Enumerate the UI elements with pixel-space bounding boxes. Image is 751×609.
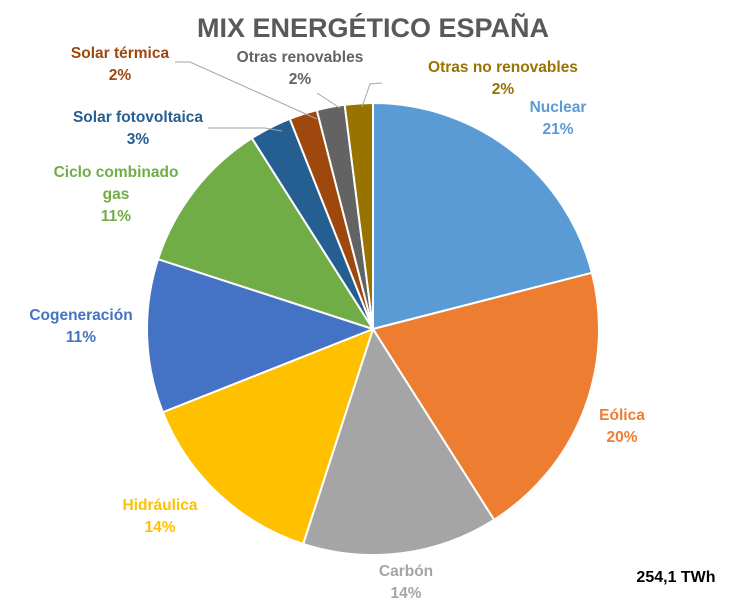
slice-percent: 11%	[66, 329, 96, 346]
slice-percent: 14%	[144, 519, 175, 536]
slice-name: Otras renovables	[237, 49, 364, 66]
slice-name: Solar fotovoltaica	[73, 109, 203, 126]
slice-name: Hidráulica	[123, 497, 198, 514]
slice-label: Otras renovables 2%	[237, 49, 364, 88]
pie-slice	[371, 271, 600, 522]
slice-percent: 14%	[390, 585, 421, 602]
slice-percent: 3%	[127, 131, 150, 148]
leader-lines	[175, 61, 383, 132]
leader-line	[316, 92, 341, 109]
slice-percent: 2%	[109, 67, 132, 84]
slice-name: Solar térmica	[71, 45, 170, 62]
slice-label: Eólica 20%	[599, 407, 645, 446]
pie-slice	[161, 327, 375, 546]
pie-slice	[301, 326, 496, 556]
slice-percent: 2%	[492, 81, 515, 98]
chart-title: MIX ENERGÉTICO ESPAÑA	[197, 12, 549, 43]
slice-percent: 21%	[542, 121, 573, 138]
slice-name: Otras no renovables	[428, 59, 578, 76]
pie-slice	[146, 257, 376, 414]
slice-label: Hidráulica 14%	[123, 497, 198, 536]
slice-label: Carbón 14%	[379, 563, 433, 602]
slice-percent: 20%	[606, 429, 637, 446]
leader-line	[361, 82, 383, 108]
pie-slices	[146, 101, 600, 556]
slice-label: Solar fotovoltaica 3%	[73, 109, 203, 148]
pie-slice	[156, 136, 376, 331]
slice-label: Solar térmica 2%	[71, 45, 170, 84]
pie-slice	[372, 101, 594, 331]
slice-name: gas	[103, 186, 130, 203]
slice-label: Cogeneración 11%	[29, 307, 132, 346]
slice-percent: 2%	[289, 71, 312, 88]
slice-name: Carbón	[379, 563, 433, 580]
slice-name: Eólica	[599, 407, 645, 424]
slice-name: Cogeneración	[29, 307, 132, 324]
pie-slice	[343, 101, 374, 330]
slice-label: Otras no renovables 2%	[428, 59, 578, 98]
slice-percent: 11%	[101, 208, 131, 225]
slice-label: Ciclo combinado gas 11%	[54, 164, 179, 225]
slice-name: Nuclear	[530, 99, 587, 116]
slice-name: Ciclo combinado	[54, 164, 179, 181]
slice-label: Nuclear 21%	[530, 99, 587, 138]
total-label: 254,1 TWh	[636, 569, 715, 586]
data-labels: Nuclear 21% Eólica 20% Carbón 14% Hidráulica 14…	[29, 45, 645, 602]
leader-line	[208, 127, 283, 132]
leader-line	[175, 61, 318, 120]
